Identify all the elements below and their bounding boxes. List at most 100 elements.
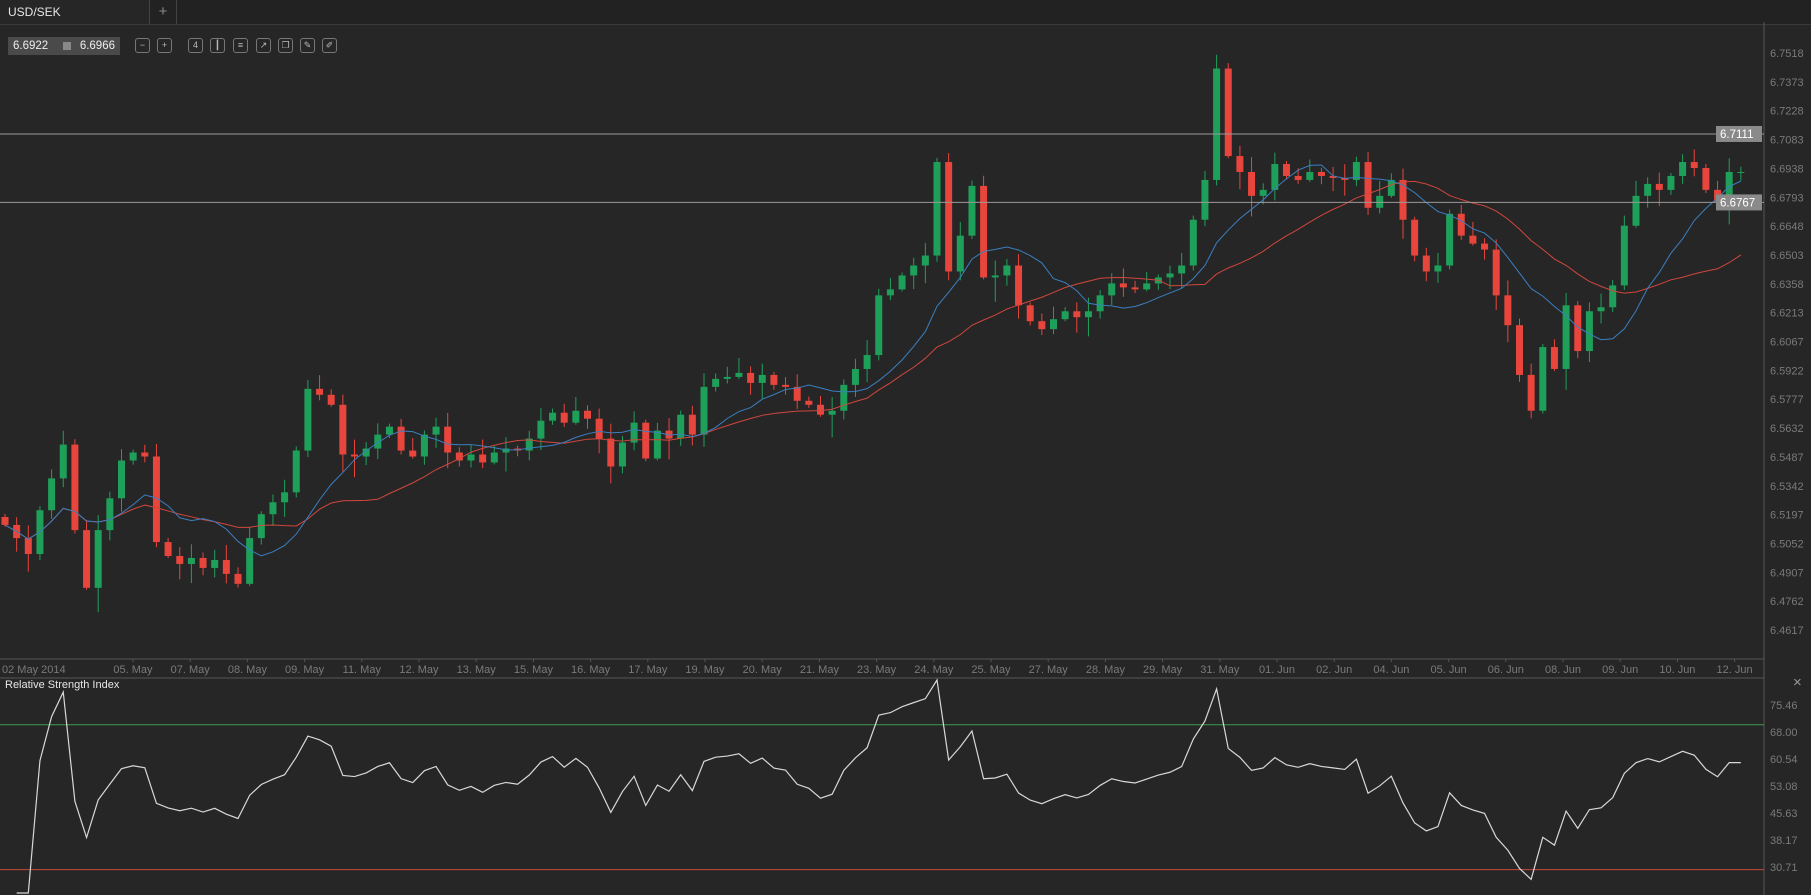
candle-down [1317, 171, 1325, 176]
candle-down [141, 452, 149, 457]
candle-down [1469, 235, 1477, 244]
candle-down [1702, 168, 1710, 190]
candle-up [1446, 213, 1454, 266]
candle-up [1050, 319, 1057, 330]
time-tick-label: 13. May [457, 664, 497, 676]
price-tick-label: 6.6793 [1770, 192, 1804, 204]
copy-icon[interactable]: ❐ [278, 38, 293, 53]
candle-up [467, 454, 475, 461]
candle-up [385, 426, 393, 435]
draw-icon[interactable]: ✐ [322, 38, 337, 53]
candle-down [805, 400, 813, 405]
time-tick-label: 17. May [628, 664, 668, 676]
time-tick-label: 16. May [571, 664, 611, 676]
chart-image-icon[interactable]: ↗ [256, 38, 271, 53]
rsi-tick-label: 38.17 [1770, 835, 1798, 847]
candle-up [129, 452, 137, 461]
candle-down [688, 414, 696, 435]
timeframe-4h-button[interactable]: 4 [188, 38, 203, 53]
time-tick-label: 28. May [1086, 664, 1126, 676]
edit-icon[interactable]: ✎ [300, 38, 315, 53]
candle-up [211, 559, 219, 568]
candle-up [840, 384, 848, 411]
price-tick-label: 6.5922 [1770, 365, 1804, 377]
candle-up [630, 422, 638, 443]
candle-down [595, 418, 603, 439]
time-tick-label: 20. May [743, 664, 783, 676]
time-tick-label: 23. May [857, 664, 897, 676]
candle-down [782, 384, 790, 387]
candle-up [94, 530, 102, 588]
candle-down [409, 450, 417, 457]
candle-down [1026, 305, 1034, 322]
time-tick-label: 02. Jun [1316, 664, 1352, 676]
time-tick-label: 09. May [285, 664, 325, 676]
candle-down [71, 444, 79, 531]
candle-up [921, 255, 929, 266]
price-tick-label: 6.5342 [1770, 481, 1804, 493]
candle-up [677, 414, 685, 439]
spread-separator [63, 42, 71, 50]
candle-up [1632, 195, 1640, 226]
candle-down [199, 557, 207, 568]
candle-up [59, 444, 67, 479]
price-tick-label: 6.5197 [1770, 510, 1804, 522]
close-rsi-icon[interactable]: × [1793, 674, 1802, 691]
price-tick-label: 6.4617 [1770, 625, 1804, 637]
time-tick-label: 25. May [971, 664, 1011, 676]
time-tick-label: 09. Jun [1602, 664, 1638, 676]
price-tick-label: 6.5777 [1770, 394, 1804, 406]
price-tick-label: 6.6213 [1770, 308, 1804, 320]
candle-up [735, 372, 743, 377]
candle-up [246, 538, 254, 584]
rsi-tick-label: 53.08 [1770, 781, 1798, 793]
tab-usd-sek[interactable]: USD/SEK [0, 0, 150, 24]
candle-up [618, 442, 626, 467]
candle-down [222, 559, 230, 574]
candle-up [1352, 162, 1360, 180]
candle-up [712, 378, 720, 387]
chart-type-candles-icon[interactable]: ┃ [210, 38, 225, 53]
indicators-settings-icon[interactable]: ≡ [233, 38, 248, 53]
zoom-out-icon[interactable]: − [135, 38, 150, 53]
candle-up [886, 289, 894, 296]
add-tab-button[interactable]: + [150, 0, 177, 24]
candle-down [770, 374, 778, 385]
candle-up [304, 388, 312, 451]
candle-up [572, 410, 580, 423]
candle-down [1119, 283, 1127, 288]
candle-up [281, 492, 289, 503]
price-tick-label: 6.5052 [1770, 538, 1804, 550]
candle-down [1422, 255, 1430, 272]
candle-down [1411, 219, 1419, 256]
candle-up [1096, 295, 1104, 312]
rsi-tick-label: 30.71 [1770, 862, 1798, 874]
candle-down [1655, 183, 1663, 190]
price-tick-label: 6.6648 [1770, 221, 1804, 233]
time-tick-label: 11. May [343, 664, 382, 676]
price-tick-label: 6.6358 [1770, 279, 1804, 291]
candle-up [420, 434, 428, 457]
time-tick-label: 12. May [399, 664, 439, 676]
candle-down [1248, 171, 1256, 196]
zoom-in-icon[interactable]: + [157, 38, 172, 53]
candle-down [1294, 175, 1302, 180]
candle-up [968, 185, 976, 236]
rsi-title: Relative Strength Index [5, 679, 120, 691]
tab-bar: USD/SEK + [0, 0, 1811, 25]
time-tick-label: 15. May [514, 664, 554, 676]
candle-up [758, 374, 766, 383]
candle-up [933, 162, 941, 256]
candle-up [1609, 285, 1617, 308]
candle-down [24, 538, 32, 554]
candle-up [1108, 283, 1116, 296]
candle-up [1259, 189, 1267, 196]
price-tick-label: 6.4907 [1770, 567, 1804, 579]
level-label-box [1716, 125, 1762, 142]
candle-down [1516, 325, 1523, 375]
time-tick-label: 07. May [171, 664, 211, 676]
time-tick-label: 06. Jun [1488, 664, 1524, 676]
time-tick-label: 08. May [228, 664, 268, 676]
candle-up [723, 376, 731, 379]
